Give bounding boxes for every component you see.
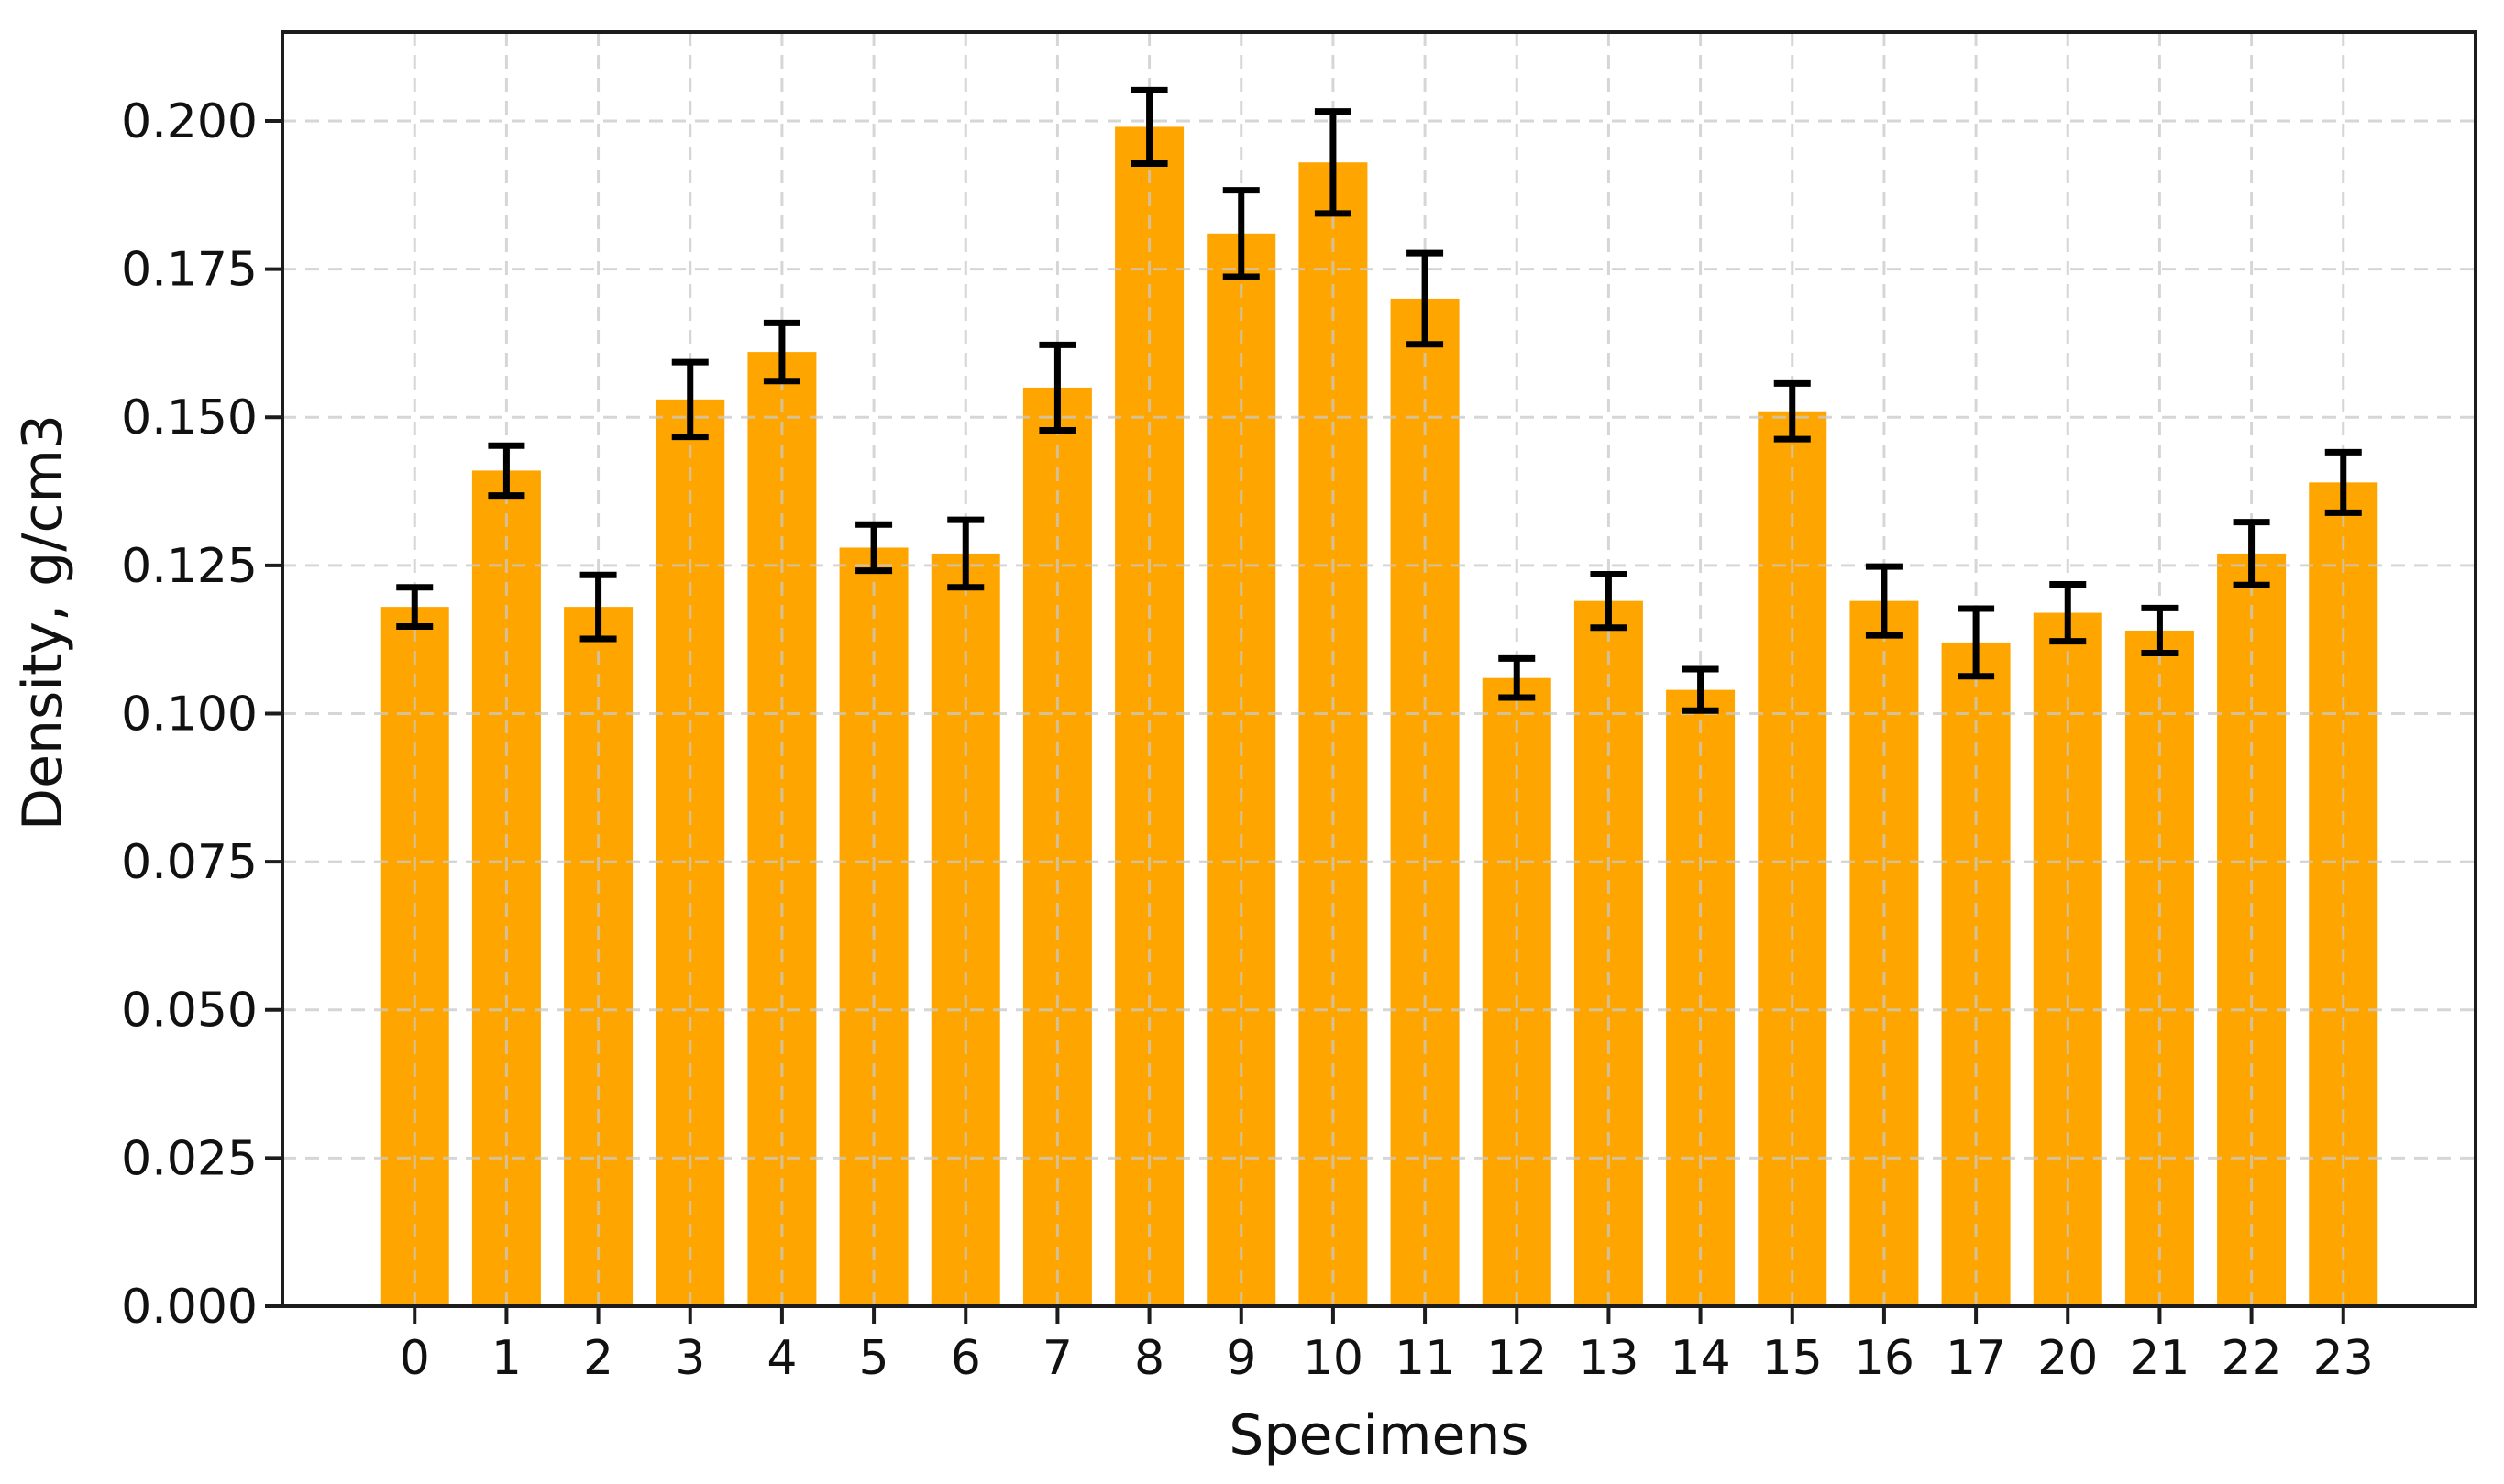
bar-3: [656, 399, 725, 1306]
y-tick-label: 0.050: [121, 984, 258, 1039]
y-tick-label: 0.100: [121, 687, 258, 742]
y-tick-label: 0.200: [121, 94, 258, 149]
x-tick-label: 6: [951, 1331, 981, 1386]
x-tick-label: 12: [1486, 1331, 1547, 1386]
y-tick-label: 0.000: [121, 1280, 258, 1335]
x-tick-label: 21: [2129, 1331, 2190, 1386]
x-tick-label: 0: [400, 1331, 430, 1386]
y-axis-title: Density, g/cm3: [11, 413, 75, 831]
x-tick-label: 3: [675, 1331, 705, 1386]
x-tick-label: 1: [491, 1331, 522, 1386]
y-tick-label: 0.075: [121, 835, 258, 890]
plot-border: [281, 30, 2477, 1308]
y-tick-label: 0.175: [121, 243, 258, 298]
x-tick-label: 20: [2037, 1331, 2098, 1386]
x-tick-label: 16: [1854, 1331, 1914, 1386]
bar-4: [747, 352, 817, 1307]
x-tick-label: 23: [2313, 1331, 2374, 1386]
x-axis-title: Specimens: [1229, 1403, 1529, 1468]
bar-8: [1115, 126, 1185, 1306]
y-tick-label: 0.150: [121, 390, 258, 445]
x-tick-label: 9: [1226, 1331, 1256, 1386]
x-tick-label: 10: [1303, 1331, 1363, 1386]
x-tick-label: 13: [1578, 1331, 1638, 1386]
x-tick-label: 22: [2222, 1331, 2282, 1386]
x-tick-label: 2: [583, 1331, 613, 1386]
y-tick-label: 0.125: [121, 539, 258, 594]
y-tick-label: 0.025: [121, 1131, 258, 1186]
bar-23: [2309, 482, 2378, 1306]
x-tick-label: 17: [1946, 1331, 2006, 1386]
x-tick-label: 5: [859, 1331, 889, 1386]
x-tick-label: 7: [1042, 1331, 1073, 1386]
x-tick-label: 11: [1395, 1331, 1455, 1386]
x-tick-label: 4: [767, 1331, 797, 1386]
x-tick-label: 14: [1671, 1331, 1731, 1386]
x-tick-label: 8: [1134, 1331, 1164, 1386]
x-tick-label: 15: [1762, 1331, 1823, 1386]
